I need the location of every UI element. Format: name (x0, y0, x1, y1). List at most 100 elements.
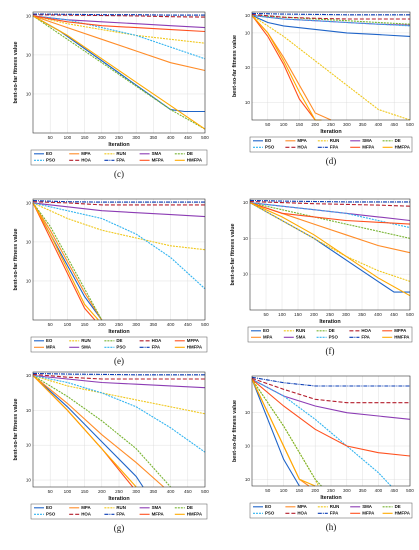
y-axis-label: best-so-far fitness value (13, 398, 19, 460)
legend-label: RUN (330, 138, 340, 143)
legend-label: DE (187, 151, 193, 156)
x-tick-label: 450 (184, 135, 192, 140)
series-line-pso (32, 202, 206, 290)
legend-label: DE (187, 505, 193, 510)
series-line-de (32, 15, 206, 130)
series-line-run (32, 15, 206, 44)
series-line-run (32, 374, 206, 415)
y-tick-label: 10 (26, 13, 32, 18)
panel-caption: (c) (114, 169, 124, 179)
x-tick-label: 400 (167, 135, 175, 140)
x-tick-label: 200 (310, 312, 318, 317)
series-line-pso (32, 15, 206, 60)
series-line-mpa (251, 379, 310, 487)
series-line-fpa (251, 376, 410, 387)
x-tick-label: 300 (343, 122, 351, 127)
x-tick-label: 500 (201, 489, 209, 494)
x-axis-label: Iteration (319, 319, 340, 325)
y-tick-label: 10 (26, 239, 32, 244)
legend-label: SMA (296, 335, 307, 340)
legend-label: SMA (152, 151, 163, 156)
x-tick-label: 350 (150, 489, 158, 494)
legend-label: HOA (297, 145, 308, 150)
x-axis-label: Iteration (320, 495, 341, 501)
legend-label: MFPA (394, 328, 407, 333)
series-line-mfpa (251, 15, 316, 121)
x-tick-label: 200 (98, 322, 106, 327)
series-line-de (251, 14, 411, 25)
x-tick-label: 50 (48, 489, 54, 494)
series-line-pso (251, 378, 392, 487)
x-tick-label: 150 (81, 135, 89, 140)
series-line-run (249, 202, 411, 282)
legend-label: RUN (330, 504, 340, 509)
plot-frame (32, 11, 206, 134)
series-line-hoa (32, 201, 205, 206)
x-tick-label: 200 (311, 122, 319, 127)
series-line-mpa (32, 15, 206, 72)
x-tick-label: 350 (359, 122, 367, 127)
x-tick-label: 100 (280, 122, 288, 127)
legend-label: HOA (81, 512, 92, 517)
plot-frame (32, 198, 206, 321)
y-axis-label: best-so-far fitness value (13, 41, 19, 103)
series-line-run (32, 202, 206, 251)
y-tick-label: 10 (245, 13, 251, 18)
y-axis-label: best-so-far fitness value (232, 35, 238, 97)
legend-label: EO (46, 338, 53, 343)
chart-panel-f: 50 100 150 200 250 300 350 400 450 500 10 10 10 Itera… (230, 198, 414, 356)
series-line-hmfpa (32, 15, 206, 130)
legend-label: DE (116, 338, 122, 343)
x-tick-label: 50 (265, 122, 271, 127)
y-axis-label: best-so-far fitness value (13, 228, 19, 290)
legend-label: HMFPA (187, 158, 203, 163)
series-line-fpa (251, 12, 410, 16)
x-tick-label: 150 (294, 312, 302, 317)
legend-label: MFPA (362, 145, 375, 150)
legend-label: EO (265, 138, 272, 143)
legend-label: MFPA (152, 158, 165, 163)
legend-label: PSO (116, 345, 126, 350)
x-tick-label: 200 (311, 488, 319, 493)
series-line-run (251, 15, 411, 121)
x-tick-label: 250 (115, 135, 123, 140)
series-line-mfpa (32, 15, 206, 33)
legend-label: HOA (152, 338, 163, 343)
legend-label: MPA (263, 335, 273, 340)
x-tick-label: 450 (390, 312, 398, 317)
y-tick-label: 10 (26, 200, 32, 205)
legend-label: SMA (362, 504, 373, 509)
y-tick-label: 10 (26, 408, 32, 413)
series-line-mpa (32, 375, 165, 488)
legend-label: FPA (116, 158, 125, 163)
series-line-fpa (32, 13, 205, 16)
series-line-pso (251, 14, 411, 27)
x-tick-label: 350 (150, 135, 158, 140)
x-tick-label: 400 (374, 312, 382, 317)
series-line-de (251, 378, 322, 487)
x-tick-label: 150 (81, 489, 89, 494)
legend-label: EO (263, 328, 270, 333)
x-tick-label: 300 (132, 322, 140, 327)
x-tick-label: 250 (326, 312, 334, 317)
legend-label: MPA (81, 151, 91, 156)
x-tick-label: 150 (296, 488, 304, 493)
x-axis-label: Iteration (108, 142, 129, 148)
x-tick-label: 50 (265, 488, 271, 493)
y-tick-label: 10 (26, 478, 32, 483)
legend-label: HMFPA (395, 511, 411, 516)
x-tick-label: 400 (375, 122, 383, 127)
legend-label: MPA (81, 505, 91, 510)
legend-label: PSO (46, 158, 56, 163)
panel-caption: (e) (114, 356, 124, 366)
legend-label: DE (395, 504, 401, 509)
legend-label: EO (46, 505, 53, 510)
plot-frame (251, 11, 411, 121)
series-line-run (251, 378, 319, 487)
chart-panel-g: 50 100 150 200 250 300 350 400 450 500 10 10 10 10 Ite… (13, 371, 209, 533)
x-tick-label: 300 (343, 488, 351, 493)
legend-label: SMA (152, 505, 163, 510)
x-tick-label: 500 (201, 322, 209, 327)
panel-caption: (f) (326, 346, 335, 356)
